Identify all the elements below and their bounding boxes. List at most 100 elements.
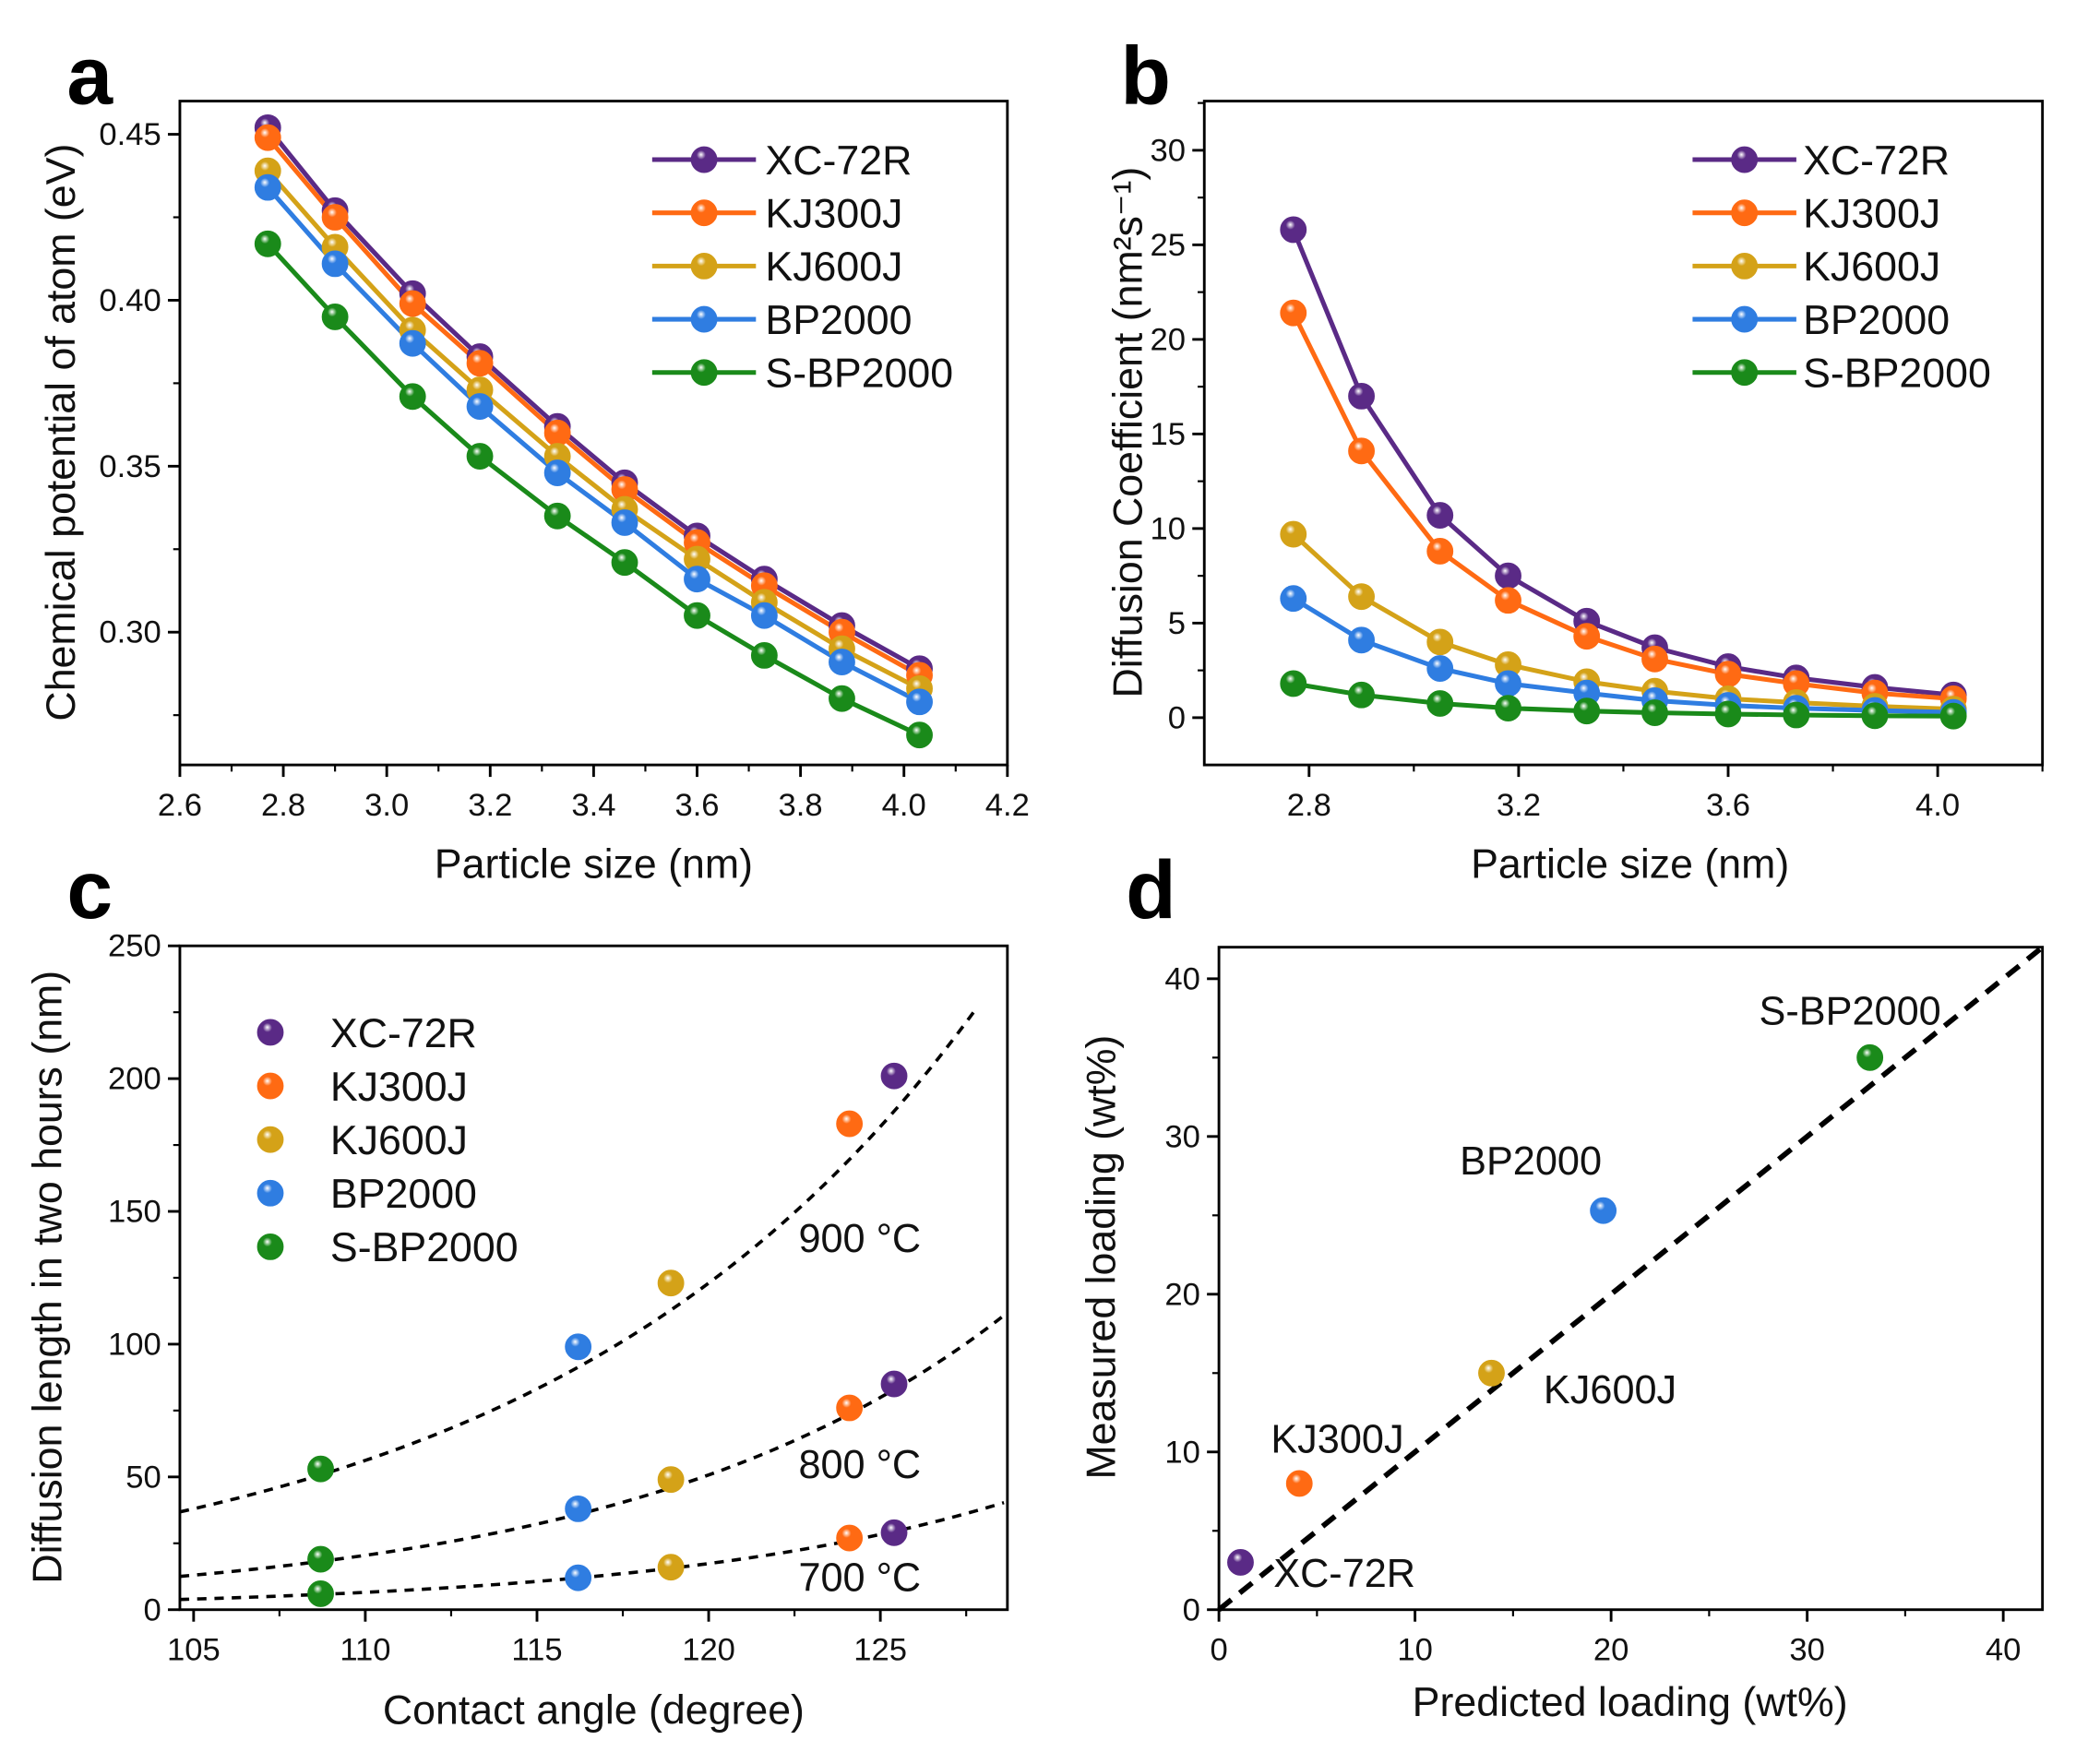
legend-label: XC-72R <box>765 138 912 184</box>
panel-letter-c: c <box>66 843 113 936</box>
x-tick-label: 105 <box>167 1633 221 1668</box>
data-point-S-BP2000 <box>829 685 855 712</box>
data-point-S-BP2000 <box>1939 702 1967 730</box>
data-label: BP2000 <box>1460 1139 1602 1184</box>
legend-label: BP2000 <box>330 1172 477 1217</box>
panel-b-ylabel: Diffusion Coefficient (nm²s⁻¹) <box>1105 167 1151 698</box>
data-point-BP2000 <box>321 250 349 278</box>
y-tick-label: 10 <box>1164 1435 1199 1470</box>
legend-label: XC-72R <box>330 1011 477 1056</box>
series-line-KJ600J <box>1292 532 1954 712</box>
data-point-XC-72R <box>880 1370 908 1398</box>
y-tick-label: 10 <box>1151 511 1186 546</box>
data-point-S-BP2000 <box>307 1545 334 1573</box>
y-tick-label: 30 <box>1151 133 1186 168</box>
fit-curve-800 °C <box>179 1314 1006 1579</box>
y-tick-label: 50 <box>125 1460 161 1495</box>
legend-label: S-BP2000 <box>330 1225 519 1270</box>
data-point-KJ300J <box>836 1394 864 1422</box>
legend-label: XC-72R <box>1803 138 1950 184</box>
y-tick-label: 100 <box>108 1327 161 1362</box>
data-point-S-BP2000 <box>611 549 638 577</box>
data-point-KJ300J <box>1348 437 1375 465</box>
data-point-S-BP2000 <box>1348 681 1375 709</box>
temperature-label: 700 °C <box>798 1556 921 1601</box>
data-point-KJ300J <box>1280 299 1307 327</box>
data-point-S-BP2000 <box>399 383 426 411</box>
legend-marker <box>257 1179 284 1207</box>
data-point-S-BP2000 <box>254 230 281 257</box>
legend-label: KJ300J <box>765 192 902 237</box>
x-tick-label: 20 <box>1593 1633 1629 1668</box>
y-tick-label: 0 <box>144 1592 161 1627</box>
x-tick-label: 30 <box>1789 1633 1824 1668</box>
legend-marker <box>690 252 718 280</box>
series-line-XC-72R <box>1291 229 1954 697</box>
panel-b-xlabel: Particle size (nm) <box>1471 842 1789 888</box>
x-tick-label: 3.0 <box>364 788 409 823</box>
panel-c-ylabel: Diffusion length in two hours (nm) <box>26 971 71 1584</box>
panel-a-xlabel: Particle size (nm) <box>435 842 753 888</box>
y-tick-label: 200 <box>108 1062 161 1097</box>
data-point-S-BP2000 <box>906 721 933 749</box>
legend-marker <box>257 1019 284 1046</box>
legend-label: KJ600J <box>1803 244 1940 290</box>
y-tick-label: 5 <box>1168 606 1186 641</box>
x-tick-label: 2.8 <box>261 788 305 823</box>
panel-d-frame <box>1217 946 2045 1612</box>
y-tick-label: 20 <box>1151 322 1186 357</box>
y-tick-label: 0 <box>1168 700 1186 735</box>
temperature-label: 800 °C <box>798 1443 921 1487</box>
data-point-KJ600J <box>1478 1359 1505 1387</box>
x-tick-label: 3.6 <box>674 788 719 823</box>
legend-marker <box>257 1072 284 1100</box>
series-line-S-BP2000 <box>266 242 921 738</box>
data-point-BP2000 <box>1590 1197 1617 1224</box>
panel-d-xlabel: Predicted loading (wt%) <box>1413 1680 1848 1725</box>
y-tick-label: 250 <box>108 929 161 964</box>
data-point-XC-72R <box>880 1062 908 1090</box>
data-point-KJ300J <box>1641 645 1668 673</box>
x-tick-label: 10 <box>1397 1633 1432 1668</box>
legend-marker <box>1731 305 1759 333</box>
legend-marker <box>1731 199 1759 227</box>
data-point-KJ300J <box>836 1110 864 1138</box>
legend-label: S-BP2000 <box>765 352 953 397</box>
data-point-S-BP2000 <box>307 1580 334 1607</box>
temperature-label: 900 °C <box>798 1217 921 1261</box>
x-tick-label: 4.0 <box>882 788 926 823</box>
legend-label: S-BP2000 <box>1803 352 1991 397</box>
series-line-S-BP2000 <box>1293 681 1954 719</box>
data-point-BP2000 <box>399 329 426 357</box>
series-line-BP2000 <box>1292 596 1954 715</box>
data-point-S-BP2000 <box>466 443 494 470</box>
data-point-XC-72R <box>1348 382 1375 410</box>
x-tick-label: 3.2 <box>468 788 512 823</box>
data-point-BP2000 <box>611 509 638 536</box>
data-point-BP2000 <box>1280 585 1307 613</box>
data-point-KJ300J <box>1285 1470 1313 1497</box>
series-line-KJ300J <box>266 136 921 678</box>
data-point-KJ600J <box>657 1554 685 1581</box>
x-tick-label: 3.2 <box>1497 788 1541 823</box>
data-point-KJ300J <box>321 204 349 231</box>
series-line-XC-72R <box>266 125 921 671</box>
data-point-KJ300J <box>399 290 426 317</box>
y-tick-label: 0.40 <box>99 283 161 318</box>
data-point-BP2000 <box>750 602 778 629</box>
data-point-BP2000 <box>1348 626 1375 654</box>
y-tick-label: 40 <box>1164 961 1199 996</box>
y-tick-label: 0 <box>1183 1592 1200 1627</box>
legend-marker <box>690 199 718 227</box>
x-tick-label: 2.8 <box>1287 788 1331 823</box>
data-point-XC-72R <box>1426 502 1454 529</box>
legend-marker <box>257 1233 284 1260</box>
y-tick-label: 0.45 <box>99 117 161 152</box>
data-label: KJ600J <box>1544 1368 1676 1412</box>
panel-letter-d: d <box>1126 843 1176 936</box>
data-point-S-BP2000 <box>1783 701 1810 729</box>
panel-d-ylabel: Measured loading (wt%) <box>1080 1035 1125 1480</box>
legend-marker <box>690 359 718 387</box>
x-tick-label: 125 <box>853 1633 907 1668</box>
data-point-KJ300J <box>543 419 571 447</box>
